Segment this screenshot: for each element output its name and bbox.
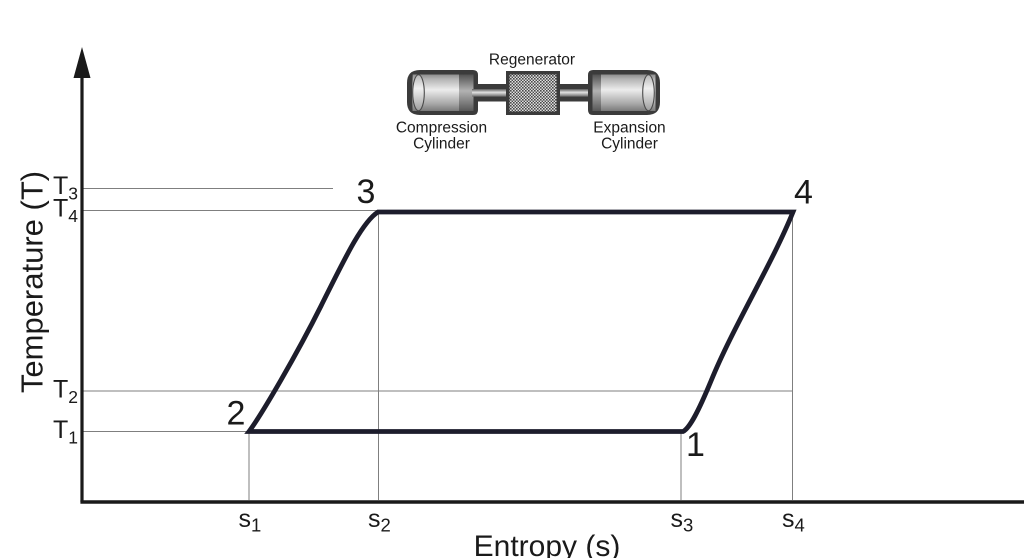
svg-text:4: 4 [795, 515, 805, 536]
svg-text:2: 2 [381, 515, 391, 536]
svg-text:Temperature (T): Temperature (T) [15, 171, 50, 393]
svg-text:s: s [368, 505, 381, 533]
svg-text:3: 3 [68, 184, 78, 204]
svg-text:3: 3 [683, 515, 693, 536]
svg-text:Entropy (s): Entropy (s) [474, 530, 621, 558]
svg-text:Compression: Compression [396, 120, 487, 137]
svg-text:4: 4 [794, 174, 813, 212]
svg-text:1: 1 [251, 515, 261, 536]
svg-text:1: 1 [68, 428, 78, 448]
svg-text:s: s [782, 505, 795, 533]
svg-text:T: T [53, 172, 68, 200]
svg-text:T: T [53, 195, 68, 223]
svg-text:T: T [53, 376, 68, 404]
svg-text:1: 1 [686, 426, 705, 464]
svg-text:Cylinder: Cylinder [413, 136, 470, 153]
svg-text:2: 2 [227, 395, 246, 433]
svg-text:2: 2 [68, 387, 78, 407]
svg-text:4: 4 [68, 206, 78, 226]
svg-text:Regenerator: Regenerator [489, 52, 575, 69]
svg-text:Cylinder: Cylinder [601, 136, 658, 153]
svg-text:Expansion: Expansion [593, 120, 665, 137]
svg-text:s: s [671, 505, 684, 533]
svg-text:s: s [239, 505, 252, 533]
svg-text:T: T [53, 416, 68, 444]
svg-text:3: 3 [357, 173, 376, 211]
